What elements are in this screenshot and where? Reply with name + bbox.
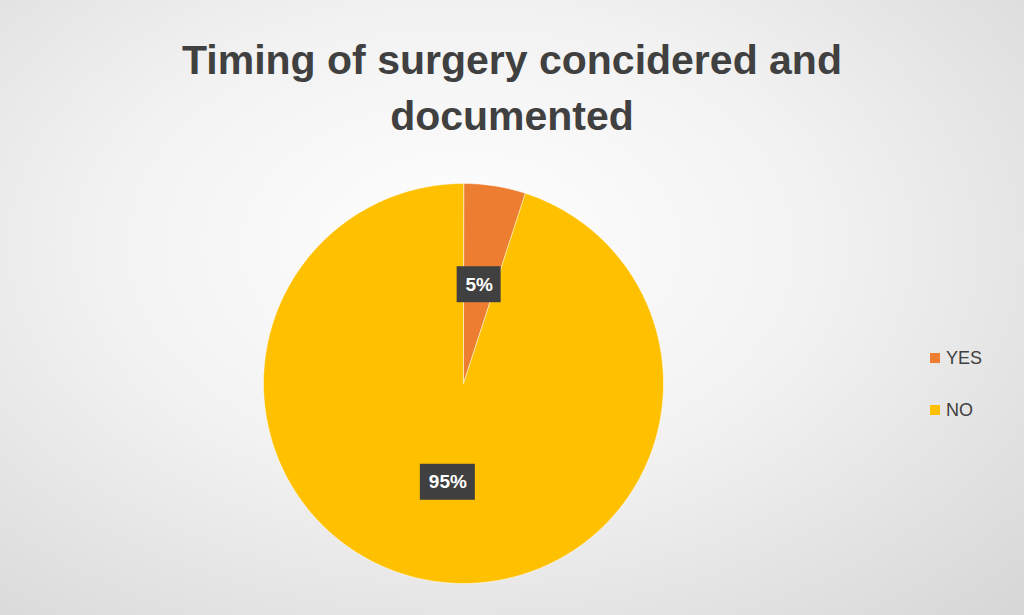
svg-text:95%: 95%	[429, 471, 467, 492]
svg-text:5%: 5%	[465, 274, 493, 295]
html-text:YES: YES	[946, 347, 982, 368]
html-text:Timing of surgery concidered a: Timing of surgery concidered and documen…	[182, 37, 842, 139]
html-text:NO: NO	[946, 399, 973, 420]
